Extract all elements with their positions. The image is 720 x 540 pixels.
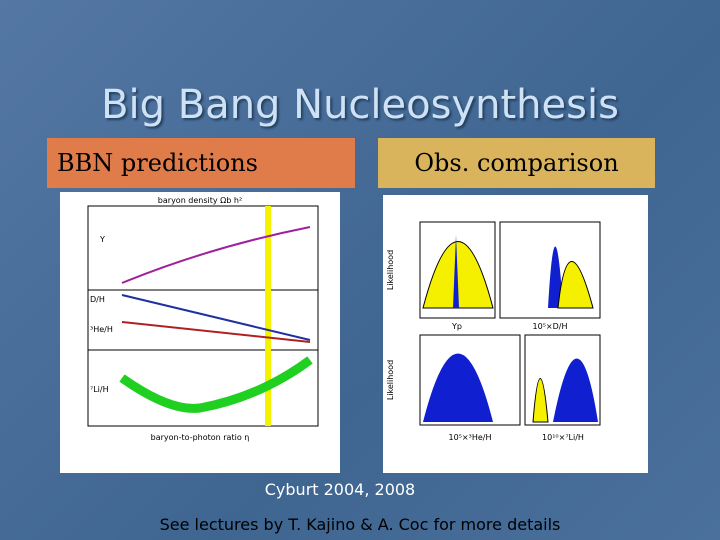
slide-title: Big Bang Nucleosynthesis	[101, 82, 619, 128]
x-label: 10¹⁰×⁷Li/H	[542, 433, 584, 442]
y-label: Y	[99, 235, 105, 244]
x-label: 10⁵×³He/H	[449, 433, 492, 442]
label-box: BBN predictions	[47, 138, 355, 188]
y-label: ⁷Li/H	[90, 385, 109, 394]
comparison-figure: Likelihood Likelihood Yp 10⁵×D/H 10⁵×³He…	[383, 195, 648, 473]
x-label: baryon-to-photon ratio η	[151, 433, 250, 442]
x-label: Yp	[451, 322, 462, 331]
footer-note: See lectures by T. Kajino & A. Coc for m…	[159, 515, 561, 534]
y-label: Likelihood	[386, 360, 395, 400]
y-label: D/H	[90, 295, 105, 304]
x-label: 10⁵×D/H	[533, 322, 568, 331]
figure-title: baryon density Ωb h²	[158, 196, 242, 205]
label-box: Obs. comparison	[378, 138, 655, 188]
y-label: Likelihood	[386, 250, 395, 290]
y-label: ³He/H	[90, 325, 113, 334]
citation: Cyburt 2004, 2008	[264, 480, 416, 499]
predictions-figure: baryon density Ωb h² Y D/H ³He/H ⁷Li/H b…	[60, 192, 340, 473]
